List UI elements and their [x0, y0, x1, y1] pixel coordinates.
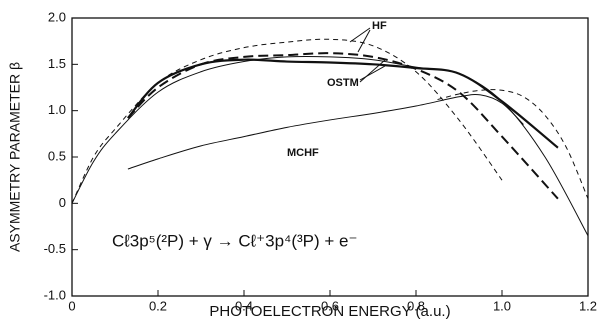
y-tick-label: -1.0 — [44, 287, 66, 302]
x-tick-label: 1.2 — [579, 298, 597, 313]
x-axis-label: PHOTOELECTRON ENERGY (a.u.) — [209, 303, 450, 320]
series-line — [127, 93, 524, 170]
y-tick-label: 1.5 — [48, 56, 66, 71]
annotation: HF — [372, 20, 387, 32]
series-line — [437, 89, 589, 199]
y-tick-label: 2.0 — [48, 9, 66, 24]
y-tick-label: -0.5 — [44, 241, 66, 256]
annotation: MCHF — [287, 147, 319, 159]
x-tick-label: 0.4 — [235, 298, 253, 313]
x-tick-label: 0.2 — [149, 298, 167, 313]
annotation: OSTM — [327, 77, 359, 89]
annotation-arrows — [349, 27, 386, 83]
y-tick-label: 0 — [59, 195, 66, 210]
series-line — [127, 52, 559, 200]
series-line — [127, 58, 559, 149]
x-tick-label: 1.0 — [493, 298, 511, 313]
reaction-formula: Cℓ3p⁵(²P) + γ → Cℓ⁺3p⁴(³P) + e⁻ — [112, 231, 357, 250]
y-tick-label: 1.0 — [48, 102, 66, 117]
x-tick-label: 0.8 — [407, 298, 425, 313]
x-tick-label: 0 — [68, 298, 75, 313]
series-line — [71, 38, 503, 204]
x-tick-label: 0.6 — [321, 298, 339, 313]
plot-frame — [71, 17, 589, 297]
y-tick-label: 0.5 — [48, 148, 66, 163]
y-axis-label: ASYMMETRY PARAMETER β — [7, 62, 23, 252]
